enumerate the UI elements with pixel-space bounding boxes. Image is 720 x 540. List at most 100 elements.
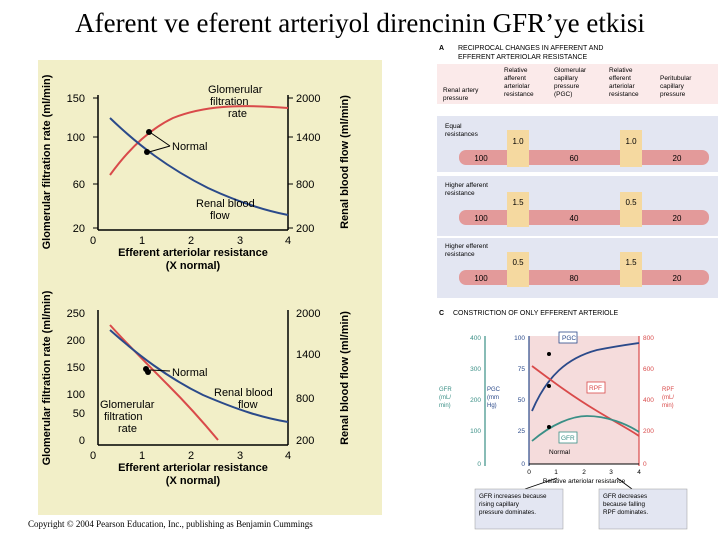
- slide-title: Aferent ve eferent arteriyol direncinin …: [75, 8, 645, 38]
- bottom-ylabel-left: Glomerular filtration rate (ml/min): [41, 290, 53, 465]
- bottom-ytick-right-3: 200: [296, 435, 314, 447]
- top-gfr-curve: [109, 105, 289, 176]
- panel-c-letter: C: [439, 310, 444, 317]
- top-gfr-label-3: rate: [228, 108, 247, 120]
- row2-val-0: 100: [474, 214, 488, 223]
- top-rbf-label-2: flow: [210, 210, 230, 222]
- row3-val-0: 100: [474, 274, 488, 283]
- c-note-right-1: GFR decreases: [603, 493, 647, 500]
- panel-a-svg: A RECIPROCAL CHANGES IN AFFERENT AND EFF…: [437, 42, 718, 300]
- row1-eff: 1.0: [625, 137, 637, 146]
- hdr-pgc-2: capillary: [554, 75, 579, 82]
- bottom-ytick-left-3: 100: [67, 389, 85, 401]
- c-pgc-axis-label-1: PGC: [487, 387, 501, 393]
- c-gfr-tick-1: 300: [470, 366, 481, 373]
- top-ytick-right-2: 800: [296, 179, 314, 191]
- hdr-pgc-1: Glomerular: [554, 67, 587, 74]
- bottom-rbf-label-2: flow: [238, 399, 258, 411]
- bottom-xtick-4: 4: [285, 450, 291, 462]
- c-xtick-3: 3: [609, 469, 613, 476]
- top-xlabel: Efferent arteriolar resistance: [118, 247, 268, 259]
- bottom-normal-dot-rbf: [145, 369, 151, 375]
- c-gfr-axis-label-1: GFR: [439, 387, 452, 393]
- top-xtick-2: 2: [188, 235, 194, 247]
- c-rpf-curve: [531, 365, 640, 437]
- c-pgc-axis-label-2: (mm: [487, 395, 499, 401]
- c-gfr-curve-label: GFR: [561, 435, 575, 442]
- c-xtick-0: 0: [527, 469, 531, 476]
- bottom-rbf-curve: [109, 329, 289, 423]
- bottom-xlabel: Efferent arteriolar resistance: [118, 462, 268, 474]
- top-ylabel-right: Renal blood flow (ml/min): [339, 95, 351, 229]
- row3-aff: 0.5: [512, 258, 524, 267]
- c-pgc-curve: [531, 342, 640, 412]
- top-normal-dot-rbf: [144, 149, 150, 155]
- top-ytick-left-3: 20: [73, 223, 85, 235]
- top-normal-dot-gfr: [146, 129, 152, 135]
- top-ylabel-left: Glomerular filtration rate (ml/min): [41, 74, 53, 249]
- top-rbf-curve: [109, 117, 289, 216]
- bottom-rbf-label-1: Renal blood: [214, 387, 273, 399]
- c-note-left-2: rising capillary: [479, 501, 520, 508]
- c-pgc-tick-0: 100: [514, 335, 525, 342]
- c-rpf-tick-4: 0: [643, 461, 647, 468]
- hdr-aff-3: arteriolar: [504, 83, 530, 90]
- bottom-ytick-right-0: 2000: [296, 308, 320, 320]
- graphs-panel: 150 100 60 20 2000 1400 800 200 0 1 2 3 …: [38, 60, 382, 515]
- hdr-aff-2: afferent: [504, 75, 526, 82]
- c-note-right-3: RPF dominates.: [603, 509, 648, 516]
- top-xtick-0: 0: [90, 235, 96, 247]
- row1-label-1: Equal: [445, 123, 462, 130]
- c-pgc-tick-2: 50: [518, 397, 526, 404]
- top-ytick-left-0: 150: [67, 93, 85, 105]
- hdr-aff-1: Relative: [504, 67, 528, 74]
- top-ytick-left-1: 100: [67, 132, 85, 144]
- c-rpf-tick-1: 600: [643, 366, 654, 373]
- panel-c-title: CONSTRICTION OF ONLY EFFERENT ARTERIOLE: [453, 310, 619, 317]
- bottom-ytick-right-2: 800: [296, 393, 314, 405]
- hdr-renal-artery-2: pressure: [443, 95, 469, 102]
- c-xtick-2: 2: [582, 469, 586, 476]
- top-graph: 150 100 60 20 2000 1400 800 200 0 1 2 3 …: [41, 74, 351, 272]
- hdr-peri-2: capillary: [660, 83, 685, 90]
- top-ytick-right-1: 1400: [296, 132, 320, 144]
- c-pgc-tick-3: 25: [518, 428, 526, 435]
- c-rpf-axis-label-3: min): [662, 403, 674, 409]
- hdr-eff-4: resistance: [609, 91, 639, 98]
- c-gfr-axis-label-2: (mL/: [439, 395, 451, 401]
- bottom-gfr-curve: [109, 324, 219, 441]
- c-pgc-tick-1: 75: [518, 366, 526, 373]
- top-xtick-1: 1: [139, 235, 145, 247]
- row2-label-1: Higher afferent: [445, 182, 488, 189]
- hdr-peri-1: Peritubular: [660, 75, 692, 82]
- row3-val-2: 20: [673, 274, 682, 283]
- efferent-graphs: 150 100 60 20 2000 1400 800 200 0 1 2 3 …: [41, 74, 351, 487]
- c-pgc-axis-label-3: Hg): [487, 403, 497, 409]
- c-note-left-1: GFR increases because: [479, 493, 547, 500]
- bottom-xtick-0: 0: [90, 450, 96, 462]
- hdr-pgc-4: (PGC): [554, 91, 572, 98]
- row1-val-1: 60: [570, 154, 579, 163]
- c-gfr-tick-2: 200: [470, 397, 481, 404]
- row3-eff: 1.5: [625, 258, 637, 267]
- panel-c: C CONSTRICTION OF ONLY EFFERENT ARTERIOL…: [437, 306, 718, 534]
- c-pgc-tick-4: 0: [521, 461, 525, 468]
- row1-val-2: 20: [673, 154, 682, 163]
- c-rpf-tick-0: 800: [643, 335, 654, 342]
- c-note-left-3: pressure dominates.: [479, 509, 536, 516]
- row3-label-1: Higher efferent: [445, 243, 488, 250]
- bottom-ytick-left-4: 50: [73, 408, 85, 420]
- c-xtick-4: 4: [637, 469, 641, 476]
- bottom-ytick-left-0: 250: [67, 308, 85, 320]
- top-gfr-label-1: Glomerular: [208, 84, 263, 96]
- top-xlabel-sub: (X normal): [166, 260, 221, 272]
- bottom-xtick-1: 1: [139, 450, 145, 462]
- c-gfr-tick-4: 0: [477, 461, 481, 468]
- hdr-eff-3: arteriolar: [609, 83, 635, 90]
- c-normal-label: Normal: [549, 449, 571, 456]
- top-xtick-4: 4: [285, 235, 291, 247]
- c-rpf-axis-label-1: RPF: [662, 387, 674, 393]
- hdr-renal-artery-1: Renal artery: [443, 87, 479, 94]
- top-ytick-right-3: 200: [296, 223, 314, 235]
- bottom-normal-label: Normal: [172, 367, 207, 379]
